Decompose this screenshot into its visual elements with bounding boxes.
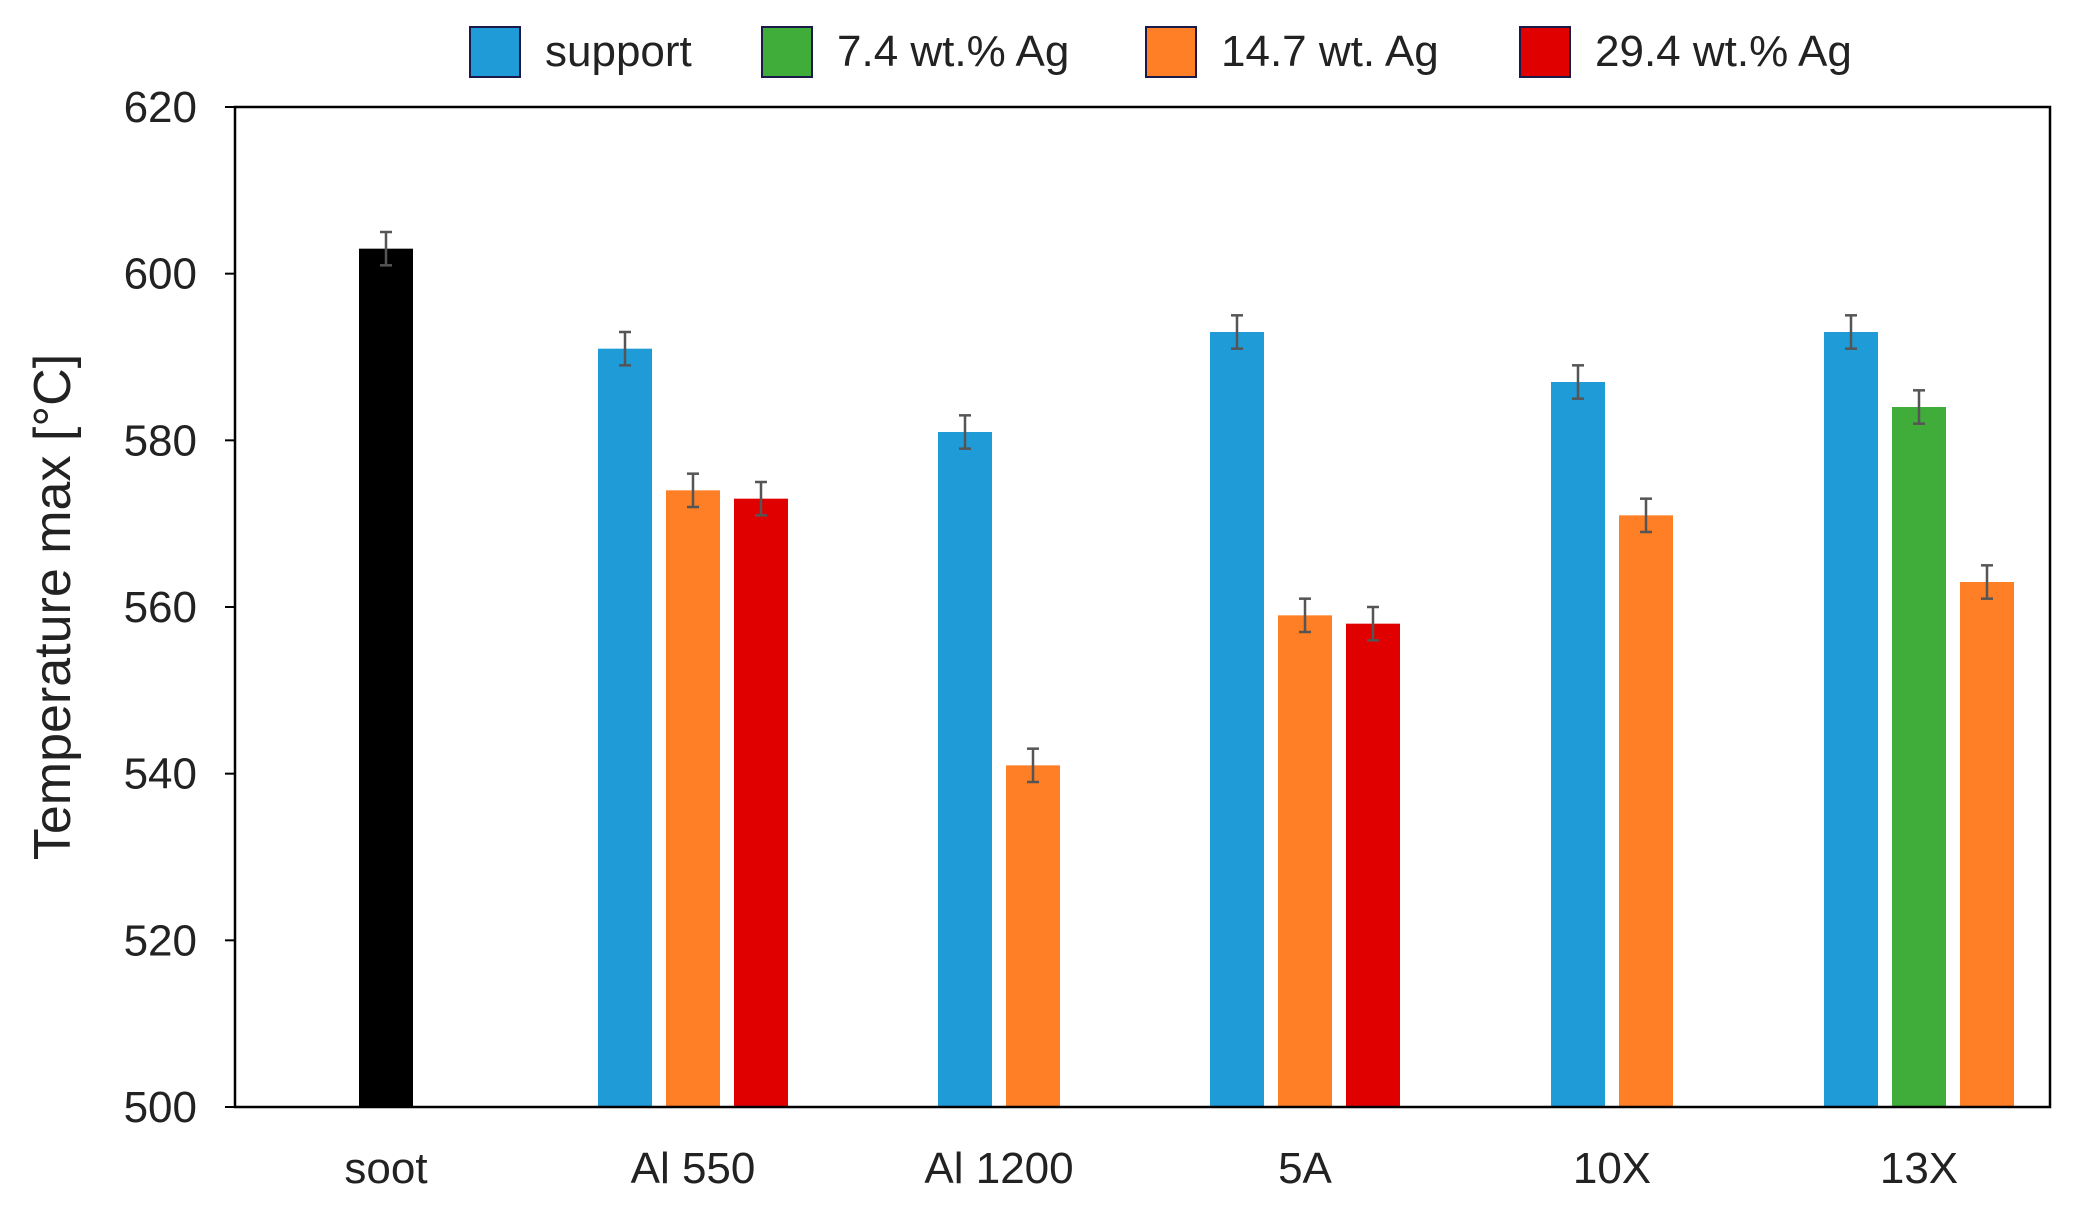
y-tick-label: 540 [124, 750, 197, 799]
x-category-label: 10X [1573, 1144, 1651, 1193]
legend-swatch-7-4-wt-ag [761, 26, 813, 78]
legend-swatch-14-7-wt-ag [1145, 26, 1197, 78]
x-axis: soot Al 550 Al 1200 5A 10X 13X [344, 1144, 1958, 1193]
bar-5a-support [1210, 332, 1264, 1107]
y-tick-label: 620 [124, 83, 197, 132]
x-category-label: Al 1200 [924, 1144, 1073, 1193]
legend-label-support: support [545, 27, 692, 76]
bars [359, 230, 2014, 1108]
bar-5a-29-4-wt-ag [1346, 623, 1400, 1107]
y-tick-label: 580 [124, 416, 197, 465]
y-axis-title: Temperature max [°C] [24, 354, 82, 860]
bar-5a-14-7-wt-ag [1278, 615, 1332, 1107]
bar-al-550-support [598, 348, 652, 1108]
x-category-label: 13X [1880, 1144, 1958, 1193]
x-category-label: soot [344, 1144, 427, 1193]
bar-al-1200-support [938, 432, 992, 1107]
bar-13x-7-4-wt-ag [1892, 407, 1946, 1107]
legend: support 7.4 wt.% Ag 14.7 wt. Ag 29.4 wt.% A… [469, 26, 1852, 78]
bar-al-550-14-7-wt-ag [666, 490, 720, 1107]
legend-label-29-4-wt-ag: 29.4 wt.% Ag [1595, 27, 1852, 76]
bar-10x-14-7-wt-ag [1619, 515, 1673, 1107]
y-tick-label: 560 [124, 583, 197, 632]
legend-label-14-7-wt-ag: 14.7 wt. Ag [1221, 27, 1439, 76]
legend-swatch-support [469, 26, 521, 78]
y-axis: 500 520 540 560 580 600 620 [124, 83, 235, 1132]
legend-swatch-29-4-wt-ag [1519, 26, 1571, 78]
bar-13x-14-7-wt-ag [1960, 582, 2014, 1107]
x-category-label: Al 550 [631, 1144, 756, 1193]
legend-label-7-4-wt-ag: 7.4 wt.% Ag [837, 27, 1069, 76]
x-category-label: 5A [1278, 1144, 1332, 1193]
bar-al-550-29-4-wt-ag [734, 498, 788, 1108]
bar-soot-soot [359, 248, 413, 1107]
y-tick-label: 520 [124, 916, 197, 965]
bar-13x-support [1824, 332, 1878, 1107]
bar-al-1200-14-7-wt-ag [1006, 765, 1060, 1107]
plot-area-frame [233, 105, 2052, 1109]
bar-10x-support [1551, 382, 1605, 1107]
y-tick-label: 500 [124, 1083, 197, 1132]
y-tick-label: 600 [124, 250, 197, 299]
